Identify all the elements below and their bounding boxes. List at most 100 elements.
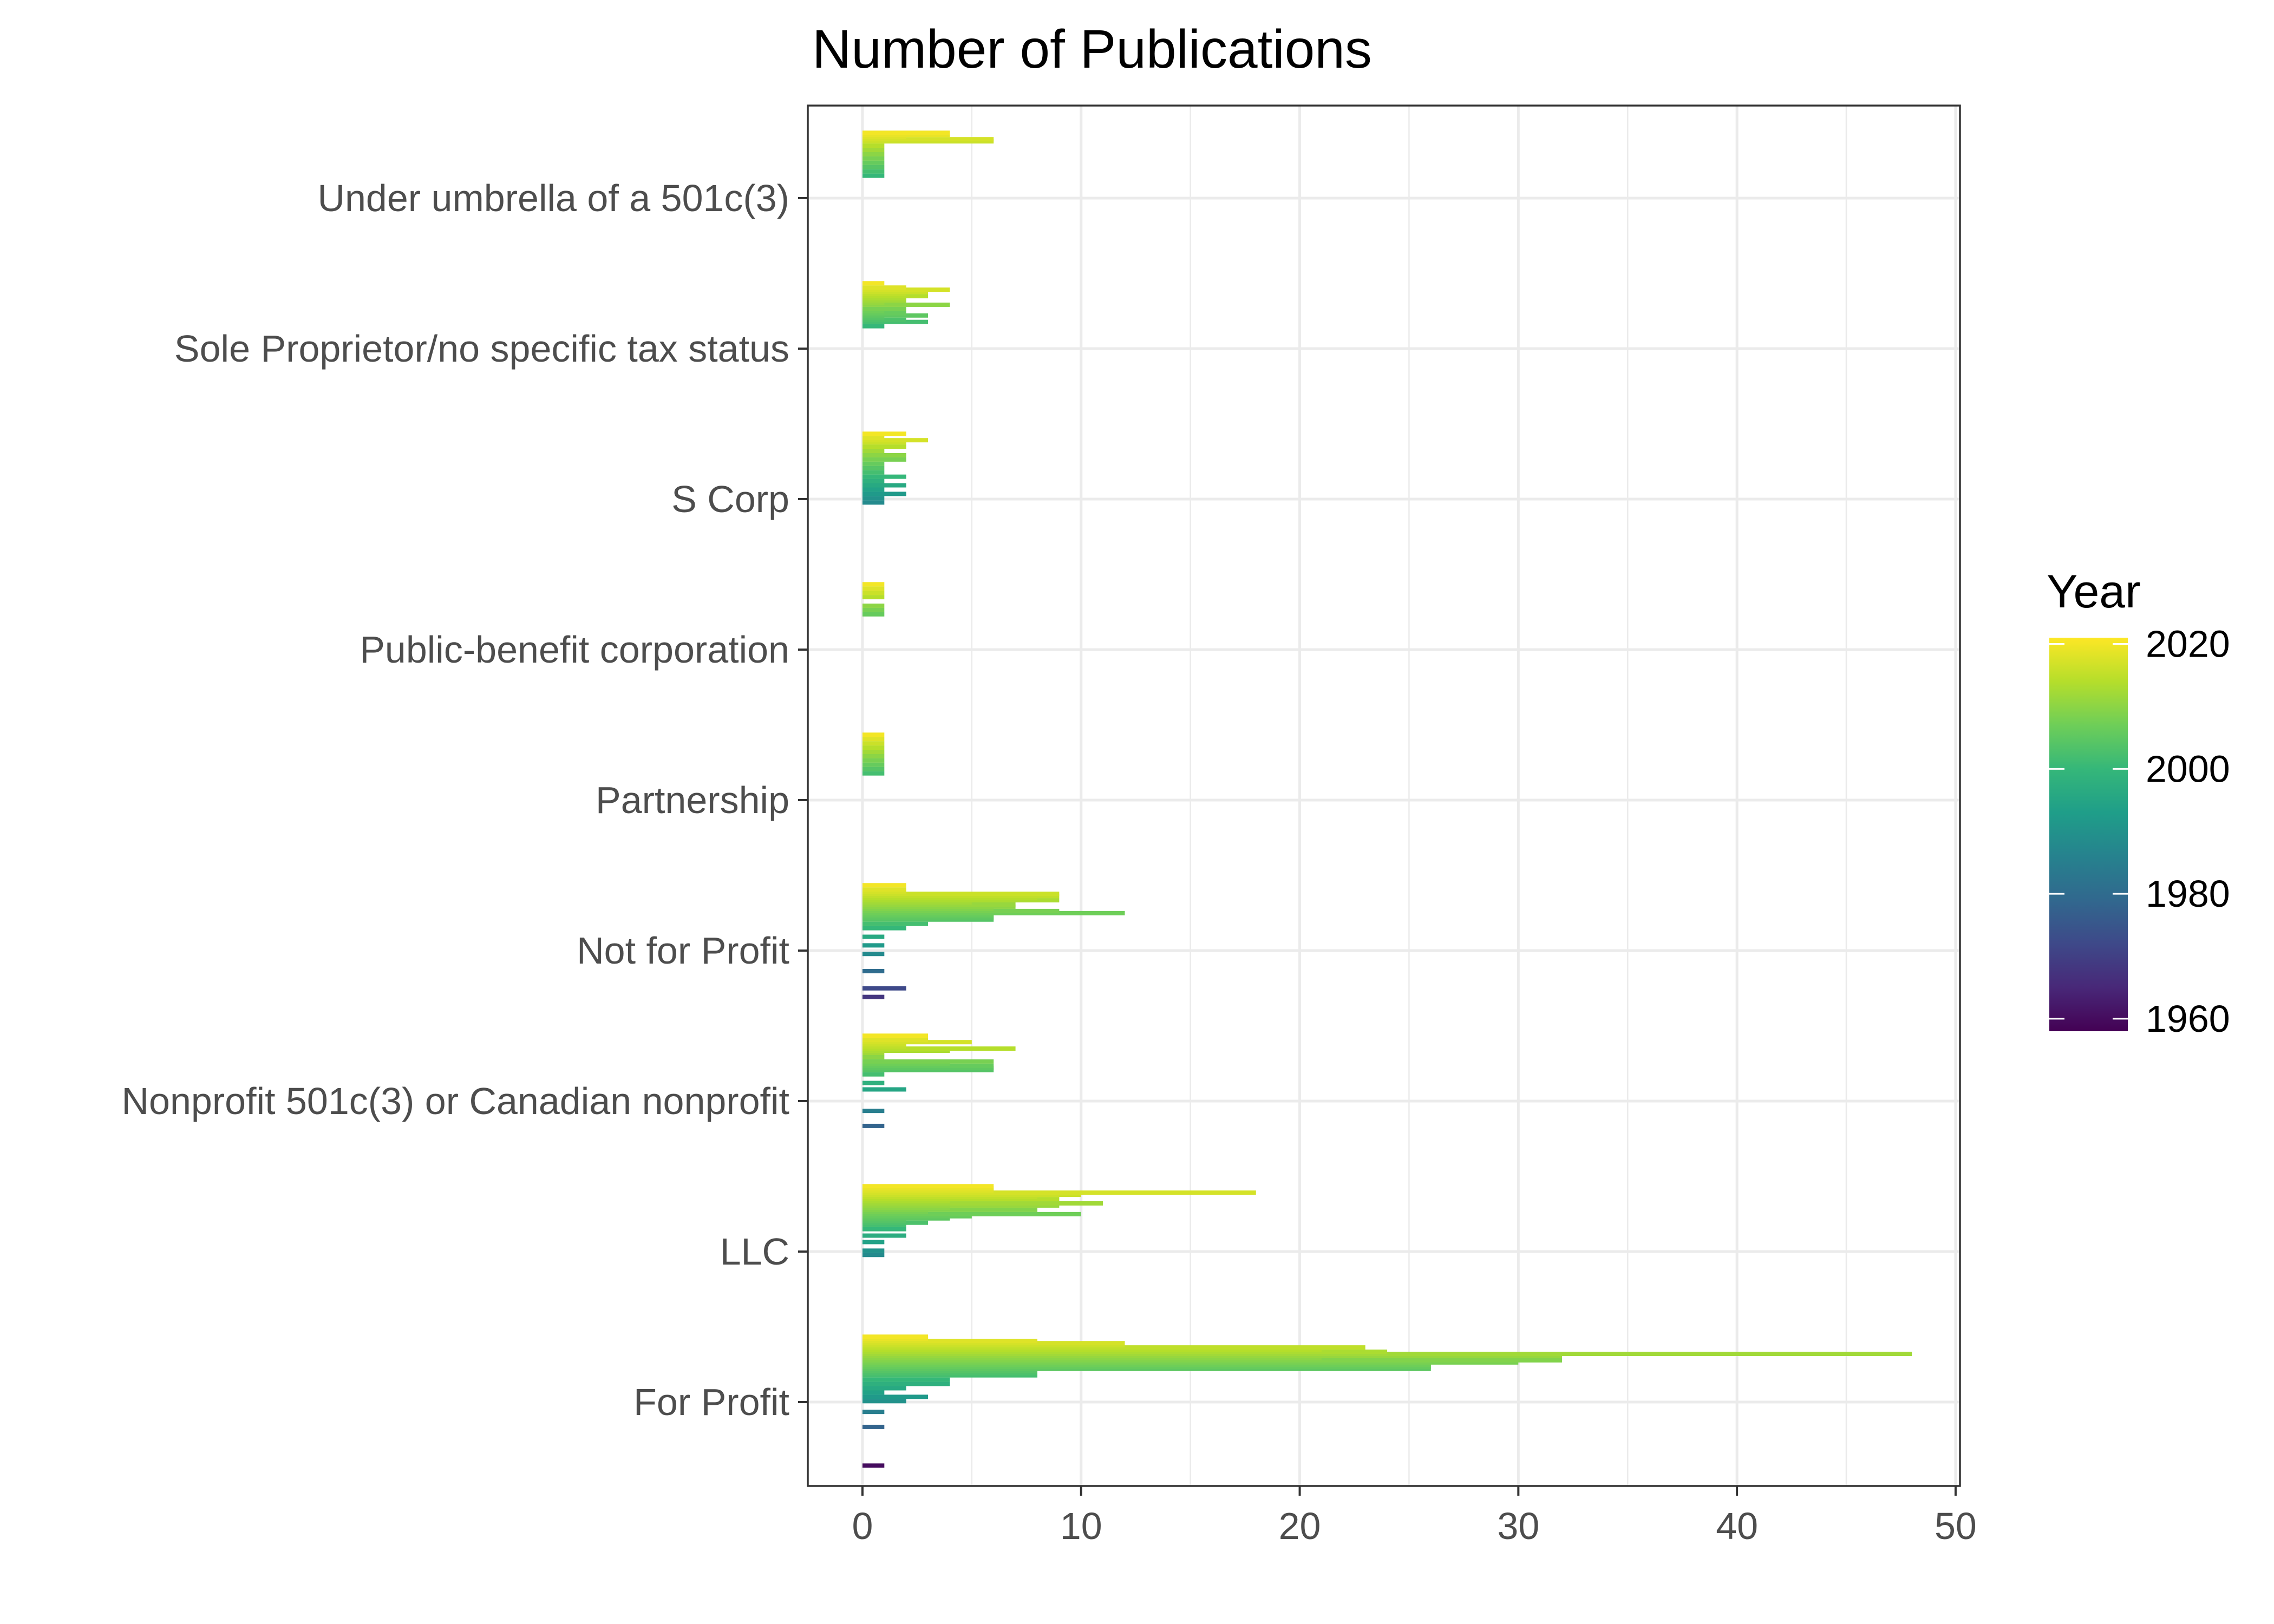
bar (862, 1463, 885, 1468)
bar (862, 754, 885, 758)
y-tick-label: Nonprofit 501c(3) or Canadian nonprofit (121, 1080, 789, 1122)
bar (862, 1394, 929, 1399)
bar (862, 582, 885, 587)
bar (862, 1334, 929, 1339)
bar (862, 1386, 906, 1391)
bar (862, 741, 885, 746)
y-tick-label: Under umbrella of a 501c(3) (317, 177, 789, 219)
y-tick-label: Partnership (596, 779, 789, 821)
bar (862, 143, 885, 148)
bar (862, 603, 885, 608)
bar (862, 449, 885, 454)
bar (862, 160, 885, 165)
x-tick-label: 40 (1716, 1505, 1758, 1547)
bar-group (862, 883, 1125, 999)
bar (862, 444, 906, 449)
bar (862, 1201, 1103, 1206)
bar (862, 483, 906, 488)
bar (862, 281, 885, 286)
bar (862, 173, 885, 178)
bar (862, 1072, 885, 1077)
bar (862, 758, 885, 763)
bar-group (862, 732, 885, 776)
chart-title: Number of Publications (812, 19, 1372, 80)
y-axis: For Profit LLC Nonprofit 501c(3) or Canadi… (121, 177, 808, 1423)
bar (862, 921, 929, 926)
bar (862, 1253, 885, 1258)
bar (862, 767, 885, 771)
bar (862, 591, 885, 595)
bar (862, 492, 906, 496)
bar (862, 1248, 885, 1253)
bar (862, 1233, 906, 1238)
bar (862, 943, 885, 948)
bar (862, 1055, 885, 1059)
bar-group (862, 1033, 1016, 1128)
bar (862, 1410, 885, 1415)
bar (862, 750, 885, 755)
bar (862, 438, 929, 443)
bar (862, 771, 885, 776)
bar (862, 302, 950, 307)
plot-panel (808, 106, 1960, 1486)
bar (862, 737, 885, 742)
bar (862, 431, 906, 436)
bar (862, 130, 950, 135)
bar (862, 436, 885, 441)
bar (862, 137, 994, 142)
colorbar-tick-label: 2020 (2146, 623, 2230, 665)
bar (862, 1038, 929, 1043)
bar (862, 986, 906, 991)
x-axis: 0 10 20 30 40 50 (852, 1486, 1977, 1547)
bar (862, 169, 885, 174)
bar (862, 1184, 994, 1189)
bar (862, 1081, 885, 1085)
bar (862, 968, 885, 973)
bar (862, 607, 885, 612)
minor-gridlines (971, 106, 1847, 1486)
bar (862, 152, 885, 156)
bar (862, 762, 885, 767)
y-tick-label: S Corp (671, 478, 789, 520)
x-tick-label: 0 (852, 1505, 873, 1547)
colorbar-tick-label: 2000 (2146, 748, 2230, 790)
bar (862, 1390, 885, 1395)
bar (862, 1377, 950, 1382)
bar (862, 470, 885, 475)
bar (862, 461, 885, 466)
bar (862, 1190, 1256, 1195)
plot-border (807, 104, 1961, 1487)
x-tick-label: 20 (1279, 1505, 1321, 1547)
colorbar (2049, 638, 2128, 1031)
bar (862, 1109, 885, 1114)
colorbar-tick-label: 1980 (2146, 873, 2230, 915)
bar (862, 732, 885, 737)
bar (862, 887, 906, 892)
bar (862, 1046, 1016, 1051)
bar (862, 479, 885, 483)
x-tick-label: 30 (1497, 1505, 1539, 1547)
bar-group (862, 431, 929, 505)
bar (862, 466, 885, 470)
x-tick-label: 10 (1060, 1505, 1102, 1547)
bar (862, 612, 885, 617)
x-tick-label: 50 (1935, 1505, 1977, 1547)
colorbar-tick-label: 1960 (2146, 998, 2230, 1040)
bar-series (862, 130, 1912, 1468)
bar (862, 1381, 950, 1386)
bar (862, 453, 906, 457)
bar-group (862, 281, 950, 329)
bar (862, 595, 885, 600)
bar (862, 500, 885, 505)
y-tick-label: Public-benefit corporation (360, 628, 789, 671)
bar (862, 1033, 929, 1038)
bar-group (862, 1184, 1256, 1258)
bar (862, 892, 1060, 896)
color-legend: Year 1960 1980 2000 2020 (2047, 566, 2230, 1040)
y-tick-label: Not for Profit (577, 929, 789, 972)
bar (862, 1227, 906, 1232)
bar (862, 496, 885, 501)
bar (862, 148, 885, 153)
bar (862, 306, 906, 311)
